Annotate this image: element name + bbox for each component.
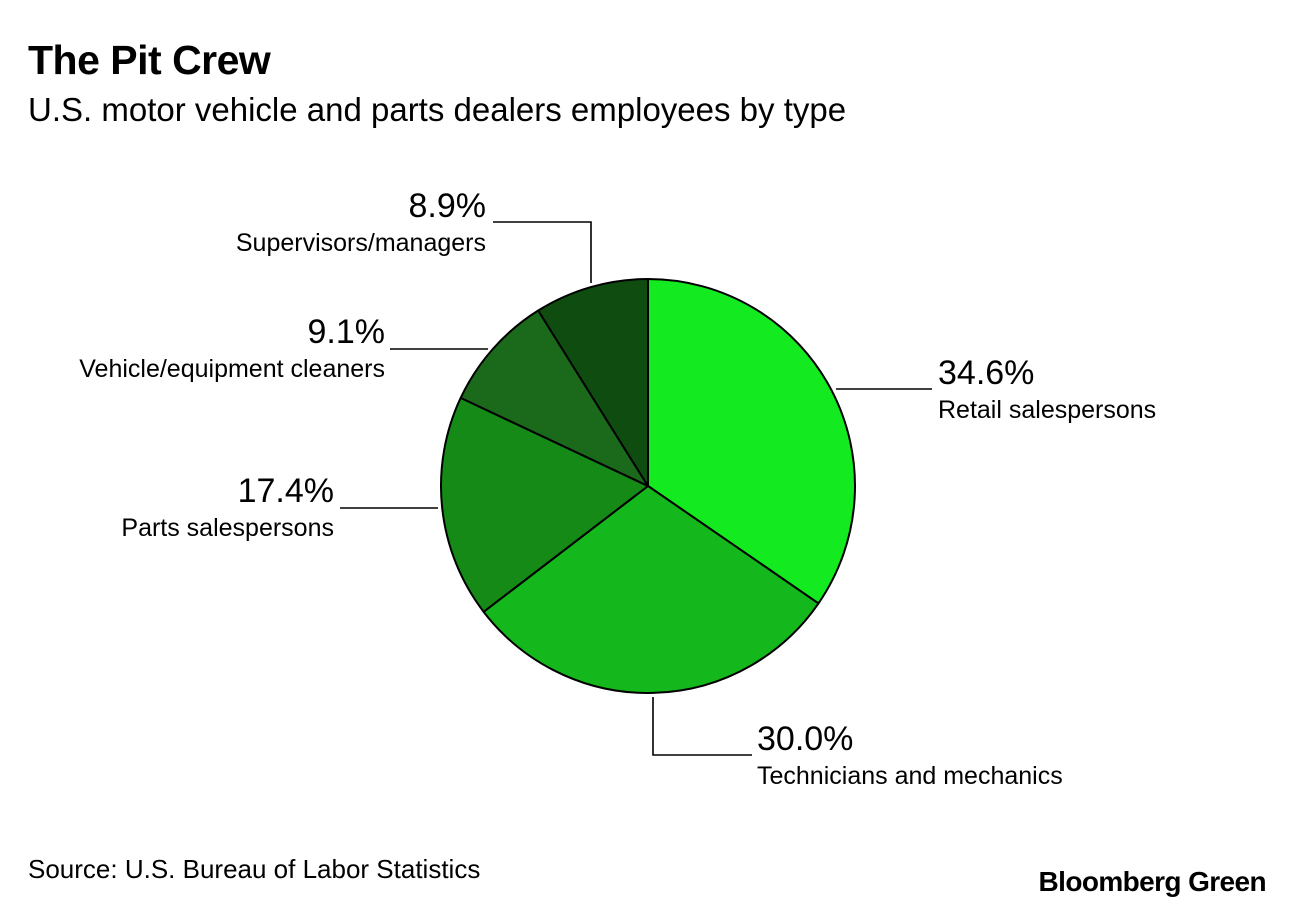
source-note: Source: U.S. Bureau of Labor Statistics <box>28 854 481 884</box>
percent-label-vehicle-equipment-cleaners: 9.1% <box>308 313 386 351</box>
pie-chart: 34.6% Retail salespersons 30.0% Technicians… <box>79 187 1156 790</box>
brand-logo: Bloomberg Green <box>1038 866 1267 897</box>
category-label-supervisors-managers: Supervisors/managers <box>236 229 486 257</box>
category-label-technicians-and-mechanics: Technicians and mechanics <box>757 762 1063 790</box>
percent-label-retail-salespersons: 34.6% <box>938 354 1034 392</box>
leader-line-technicians-and-mechanics <box>652 697 752 756</box>
slice-labels: 34.6% Retail salespersons 30.0% Technicians… <box>79 187 1156 790</box>
pie-slice-vehicle-equipment-cleaners <box>459 309 649 487</box>
percent-label-technicians-and-mechanics: 30.0% <box>757 720 853 758</box>
chart-subtitle: U.S. motor vehicle and parts dealers emp… <box>28 91 847 128</box>
pie-slices <box>440 278 856 694</box>
category-label-retail-salespersons: Retail salespersons <box>938 396 1156 424</box>
chart-title: The Pit Crew <box>28 37 271 83</box>
leader-lines <box>340 221 932 756</box>
pie-slice-parts-salespersons <box>440 396 649 613</box>
percent-label-parts-salespersons: 17.4% <box>238 472 334 510</box>
leader-line-supervisors-managers <box>493 221 592 283</box>
category-label-parts-salespersons: Parts salespersons <box>121 514 334 542</box>
category-label-vehicle-equipment-cleaners: Vehicle/equipment cleaners <box>79 355 385 383</box>
pie-slice-retail-salespersons <box>647 278 856 605</box>
pie-slice-supervisors-managers <box>537 278 649 487</box>
percent-label-supervisors-managers: 8.9% <box>409 187 487 225</box>
pie-slice-technicians-and-mechanics <box>482 485 820 694</box>
